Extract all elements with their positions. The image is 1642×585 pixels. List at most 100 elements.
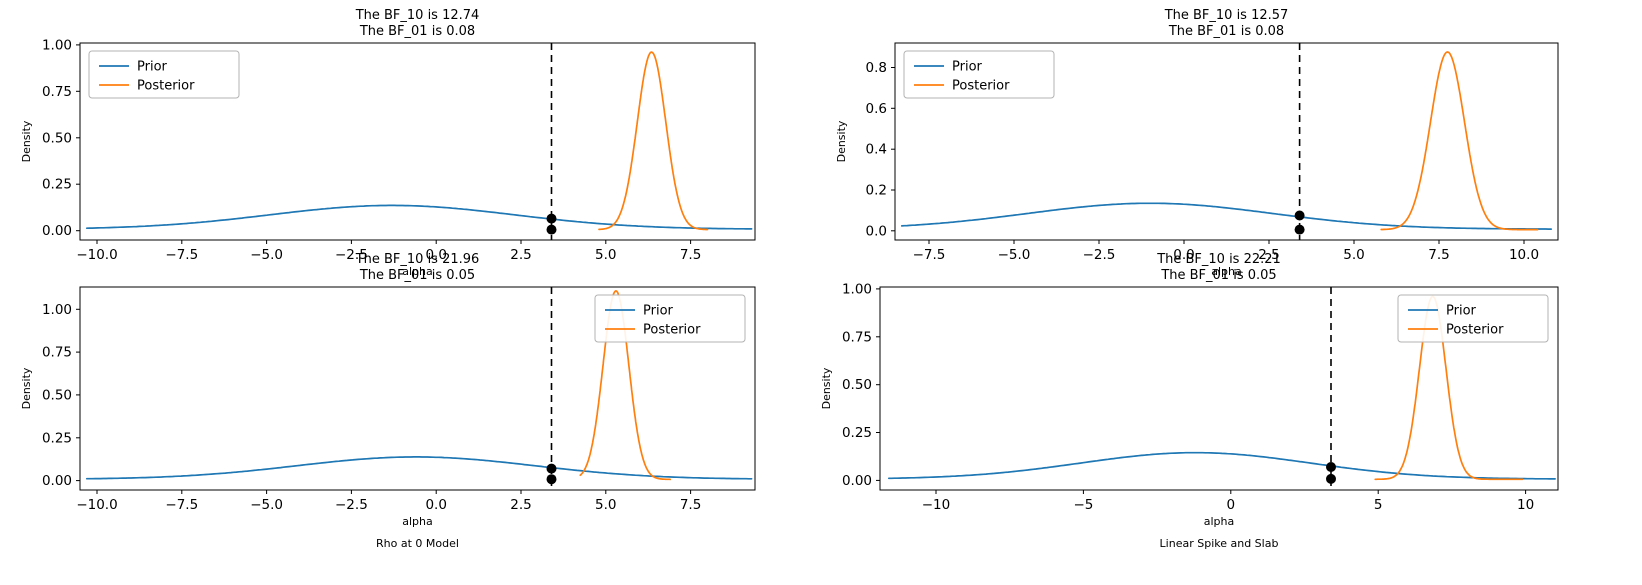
x-tick-label: −2.5 xyxy=(1083,247,1116,263)
x-tick-label: 7.5 xyxy=(680,497,701,513)
savage-dickey-point xyxy=(546,474,557,485)
legend-entry-label: Prior xyxy=(137,60,168,75)
legend-entry-label: Posterior xyxy=(1446,323,1504,338)
x-tick-label: −7.5 xyxy=(165,497,198,513)
y-tick-label: 0.00 xyxy=(42,223,72,239)
x-axis-label: alpha xyxy=(402,265,433,278)
y-tick-label: 0.75 xyxy=(42,345,72,361)
legend-entry-label: Prior xyxy=(1446,304,1477,319)
axes-frame xyxy=(879,286,1559,491)
bf10-title-line: The BF_10 is 21.96 xyxy=(355,252,480,267)
prior-curve xyxy=(85,456,753,480)
prior-curve xyxy=(900,202,1553,230)
x-tick-label: 0.0 xyxy=(425,247,446,263)
x-tick-label: −5.0 xyxy=(998,247,1031,263)
x-tick-label: 0.0 xyxy=(1173,247,1194,263)
y-tick-label: 0.25 xyxy=(842,425,872,441)
y-tick-label: 0.75 xyxy=(42,84,72,100)
x-tick-label: −5.0 xyxy=(250,497,283,513)
savage-dickey-point xyxy=(1326,462,1336,472)
y-tick-label: 1.00 xyxy=(42,37,72,53)
y-tick-label: 0.50 xyxy=(42,387,72,403)
y-tick-label: 0.25 xyxy=(42,177,72,193)
savage-dickey-point xyxy=(1326,473,1336,484)
plot-area: −10.0 −7.5 −5.0 −2.5 0.0 2.5 5.0 7.5 0.00 0.25 0.5… xyxy=(20,286,756,528)
legend: Prior Posterior xyxy=(1397,294,1549,343)
legend-entry-label: Posterior xyxy=(137,79,195,94)
x-tick-label: 5 xyxy=(1374,497,1383,513)
y-tick-label: 0.50 xyxy=(42,130,72,146)
bf01-title-line: The BF_01 is 0.05 xyxy=(359,268,476,283)
x-axis-label: alpha xyxy=(1211,265,1242,278)
legend-entry-label: Prior xyxy=(952,60,983,75)
savage-dickey-point xyxy=(1294,210,1305,221)
legend-frame xyxy=(594,294,746,343)
x-tick-label: 5.0 xyxy=(595,497,616,513)
plot-area: −10 −5 0 5 10 0.00 0.25 0.50 0.75 1.00 alpha Densit… xyxy=(820,281,1559,528)
y-tick-label: 0.00 xyxy=(842,473,872,489)
x-tick-label: −5.0 xyxy=(250,247,283,263)
x-tick-label: −7.5 xyxy=(165,247,198,263)
legend-entry-label: Prior xyxy=(643,304,674,319)
x-tick-label: 2.5 xyxy=(1258,247,1279,263)
y-axis-label: Density xyxy=(835,120,848,162)
bf01-title-line: The BF_01 is 0.08 xyxy=(1168,24,1285,39)
savage-dickey-point xyxy=(1294,224,1305,235)
x-tick-label: 10.0 xyxy=(1509,247,1539,263)
x-tick-label: 5.0 xyxy=(1343,247,1364,263)
x-tick-label: 0.0 xyxy=(425,497,446,513)
posterior-curve xyxy=(598,51,709,231)
legend-frame xyxy=(88,50,240,99)
chart-title: The BF_10 is 21.96 The BF_01 is 0.05 xyxy=(80,252,755,284)
y-tick-label: 0.8 xyxy=(866,60,887,76)
y-tick-label: 1.00 xyxy=(42,302,72,318)
legend-entry-label: Posterior xyxy=(643,323,701,338)
chart-title: The BF_10 is 22.21 The BF_01 is 0.05 xyxy=(880,252,1558,284)
bf10-title-line: The BF_10 is 12.74 xyxy=(355,8,480,23)
model-name-label: Rho at 0 Model xyxy=(376,537,459,550)
legend-entry-label: Posterior xyxy=(952,79,1010,94)
y-tick-label: 0.6 xyxy=(866,101,887,117)
y-tick-label: 0.0 xyxy=(866,223,887,239)
x-axis-label: alpha xyxy=(1204,515,1235,528)
y-axis-label: Density xyxy=(20,120,33,162)
chart-title: The BF_10 is 12.57 The BF_01 is 0.08 xyxy=(895,8,1558,40)
y-tick-label: 0.2 xyxy=(866,183,887,199)
subplot-bottom-right: The BF_10 is 22.21 The BF_01 is 0.05 −10… xyxy=(820,252,1559,550)
chart-title: The BF_10 is 12.74 The BF_01 is 0.08 xyxy=(80,8,755,40)
y-axis-label: Density xyxy=(820,367,833,409)
x-tick-label: −2.5 xyxy=(335,247,368,263)
posterior-curve xyxy=(1374,295,1524,481)
prior-curve xyxy=(85,204,753,230)
x-tick-label: 0 xyxy=(1227,497,1236,513)
bf10-title-line: The BF_10 is 22.21 xyxy=(1157,252,1281,267)
x-tick-label: 7.5 xyxy=(680,247,701,263)
x-axis-label: alpha xyxy=(402,515,433,528)
plot-area: −10.0 −7.5 −5.0 −2.5 0.0 2.5 5.0 7.5 0.00 0.25 0.5… xyxy=(20,37,756,278)
legend-frame xyxy=(1397,294,1549,343)
x-tick-label: 7.5 xyxy=(1428,247,1449,263)
x-tick-label: 2.5 xyxy=(510,497,531,513)
bf10-title-line: The BF_10 is 12.57 xyxy=(1164,8,1289,23)
savage-dickey-point xyxy=(546,463,557,474)
legend: Prior Posterior xyxy=(903,50,1055,99)
x-tick-label: 2.5 xyxy=(510,247,531,263)
axes-frame xyxy=(79,42,756,241)
bf01-title-line: The BF_01 is 0.08 xyxy=(359,24,476,39)
axes-frame xyxy=(79,286,756,491)
x-tick-label: −5 xyxy=(1073,497,1093,513)
axes-frame xyxy=(894,42,1559,241)
subplot-bottom-left: The BF_10 is 21.96 The BF_01 is 0.05 −10… xyxy=(20,252,756,550)
prior-curve xyxy=(887,451,1556,480)
plot-area: −7.5 −5.0 −2.5 0.0 2.5 5.0 7.5 10.0 0.0 0.2 0.4 0.6… xyxy=(835,42,1559,278)
y-tick-label: 0.25 xyxy=(42,430,72,446)
posterior-curve xyxy=(1380,51,1539,231)
x-tick-label: 5.0 xyxy=(595,247,616,263)
savage-dickey-point xyxy=(546,213,557,224)
y-axis-label: Density xyxy=(20,367,33,409)
x-tick-label: −2.5 xyxy=(335,497,368,513)
y-tick-label: 0.50 xyxy=(842,377,872,393)
x-tick-label: −10.0 xyxy=(76,247,117,263)
model-name-label: Linear Spike and Slab xyxy=(1159,537,1279,550)
subplot-top-left: The BF_10 is 12.74 The BF_01 is 0.08 −10… xyxy=(20,8,756,278)
